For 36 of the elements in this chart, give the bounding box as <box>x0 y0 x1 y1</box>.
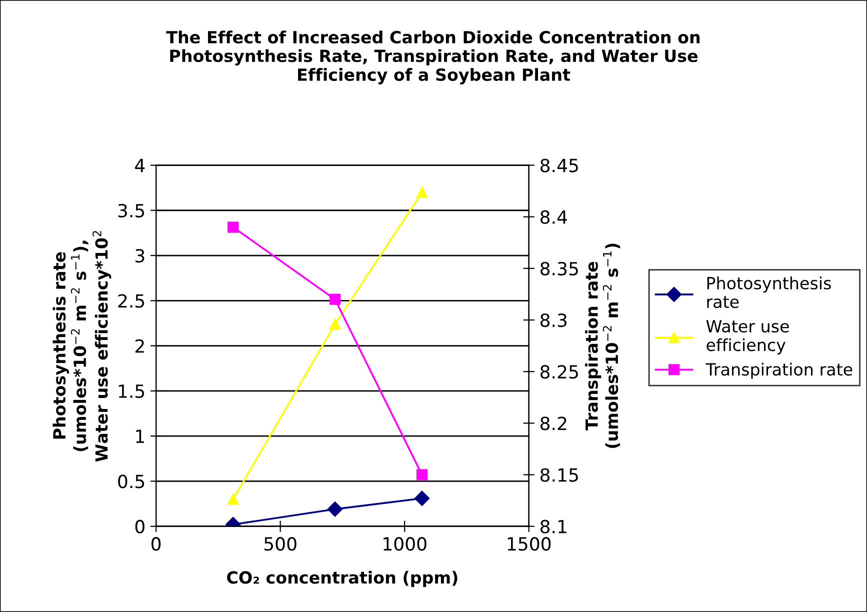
y2-tick-label: 8.1 <box>540 520 566 534</box>
legend-label: Photosynthesis rate <box>707 276 831 308</box>
point <box>228 222 239 233</box>
y2-tick-label: 8.4 <box>540 210 567 224</box>
y-tick-label: 1.5 <box>118 384 144 398</box>
point <box>416 469 428 480</box>
point <box>327 502 343 517</box>
y-tick-label: 3.5 <box>118 204 144 218</box>
y-tick-label: 2 <box>135 339 144 353</box>
point <box>414 490 430 506</box>
y-tick-label: 0.5 <box>118 474 144 488</box>
y2-tick-label: 8.25 <box>540 365 578 379</box>
point <box>416 186 428 198</box>
y2-tick-label: 8.3 <box>540 313 567 328</box>
chart-title: The Effect of Increased Carbon Dioxide Concentration on Photosynthesis Rate, Transpiration Rate, and Water Use Efficiency of a Soybean Plant <box>166 30 700 84</box>
x-tick-label: 1500 <box>508 537 551 551</box>
point <box>228 494 239 505</box>
x-axis-title: CO₂ concentration (ppm) <box>227 570 458 588</box>
y2-tick-label: 8.15 <box>540 468 578 482</box>
y-tick-label: 1 <box>136 430 144 443</box>
point <box>329 318 341 330</box>
y-tick-label: 4 <box>135 158 145 172</box>
y-tick-label: 3 <box>136 248 144 263</box>
legend-label: Water use efficiency <box>706 320 789 354</box>
x-tick-label: 1000 <box>384 537 426 551</box>
y2-tick-label: 8.45 <box>540 158 578 172</box>
y2-tick-label: 8.35 <box>540 262 578 276</box>
text: Photosynthesis rate (umoles*10$^{−2}$ m$^{−2}$ s$^{−1}$), Water use efficiency*10$^{2}$ <box>52 231 112 462</box>
x-tick-label: 500 <box>264 537 296 551</box>
point <box>329 294 341 305</box>
y2-tick-label: 8.2 <box>540 416 566 430</box>
y-tick-label: 2.5 <box>118 294 144 308</box>
y2-axis-title: Transpiration rate (umoles*10$^{−2}$ m$^{−2}$ s$^{−1}$) <box>585 244 620 448</box>
legend-label: Transpiration rate <box>706 362 852 379</box>
x-tick-label: 0 <box>152 537 161 551</box>
y-tick-label: 0 <box>135 520 144 534</box>
